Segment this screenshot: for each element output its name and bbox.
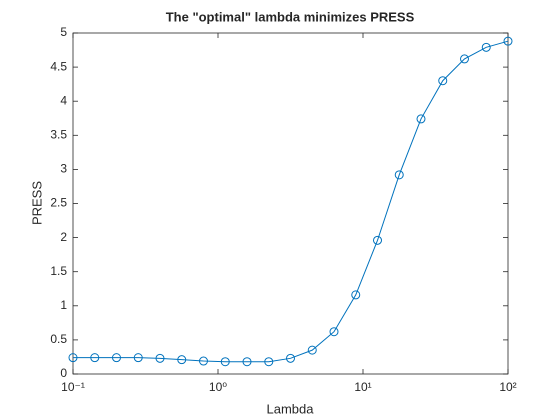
marker [351,290,361,300]
x-tick-label: 10⁰ [209,380,227,394]
plot-box [72,32,509,375]
y-tick-label: 1.5 [50,264,67,278]
marker [394,170,404,180]
x-tick-label: 10¹ [354,380,371,394]
x-axis-label: Lambda [267,401,315,416]
marker [220,357,230,367]
marker [264,357,274,367]
y-tick-label: 4 [60,93,67,107]
marker [285,353,295,363]
y-tick-label: 1 [60,298,67,312]
line [73,40,509,363]
x-tick-label: 10⁻¹ [61,380,85,394]
marker [503,36,513,46]
y-tick-label: 0 [60,366,67,380]
marker [242,357,252,367]
y-tick-label: 5 [60,25,67,39]
marker [198,356,208,366]
y-tick-label: 3 [60,162,67,176]
marker [90,353,100,363]
y-tick-label: 4.5 [50,59,67,73]
y-tick-label: 3.5 [50,127,67,141]
y-axis-label: PRESS [29,181,44,225]
marker [111,353,121,363]
marker [438,76,448,86]
marker [329,327,339,337]
y-tick-label: 0.5 [50,332,67,346]
marker [133,353,143,363]
marker [416,114,426,124]
x-tick-label: 10² [499,380,516,394]
marker [481,42,491,52]
y-tick-label: 2.5 [50,196,67,210]
marker [155,353,165,363]
y-tick-label: 2 [60,230,67,244]
marker [68,353,78,363]
marker [460,54,470,64]
marker [177,355,187,365]
chart-title: The "optimal" lambda minimizes PRESS [166,9,415,24]
marker [307,345,317,355]
marker [373,235,383,245]
